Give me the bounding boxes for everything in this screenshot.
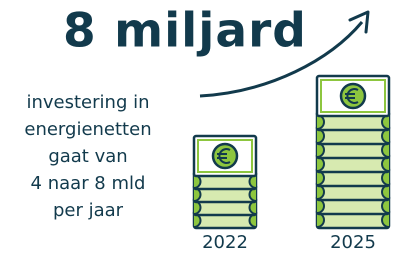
euro-coin xyxy=(341,84,365,108)
body-line: investering in xyxy=(26,92,149,113)
year-label: 2022 xyxy=(202,232,248,253)
year-label: 2025 xyxy=(330,232,376,253)
body-line: 4 naar 8 mld xyxy=(31,173,146,194)
money-stack xyxy=(194,136,256,228)
euro-coin xyxy=(213,144,237,168)
arrow-head xyxy=(350,12,368,32)
body-line: energienetten xyxy=(24,119,151,140)
infographic: 8 miljard investering in energienetten gaa… xyxy=(0,0,404,253)
money-stacks: 2022 2025 xyxy=(194,76,389,253)
title: 8 miljard xyxy=(63,4,307,59)
money-stack xyxy=(317,76,389,228)
body-line: per jaar xyxy=(53,200,124,221)
body-line: gaat van xyxy=(48,146,127,167)
page: 8 miljard investering in energienetten gaa… xyxy=(0,0,404,253)
body-text: investering in energienetten gaat van 4 naa… xyxy=(24,92,151,221)
